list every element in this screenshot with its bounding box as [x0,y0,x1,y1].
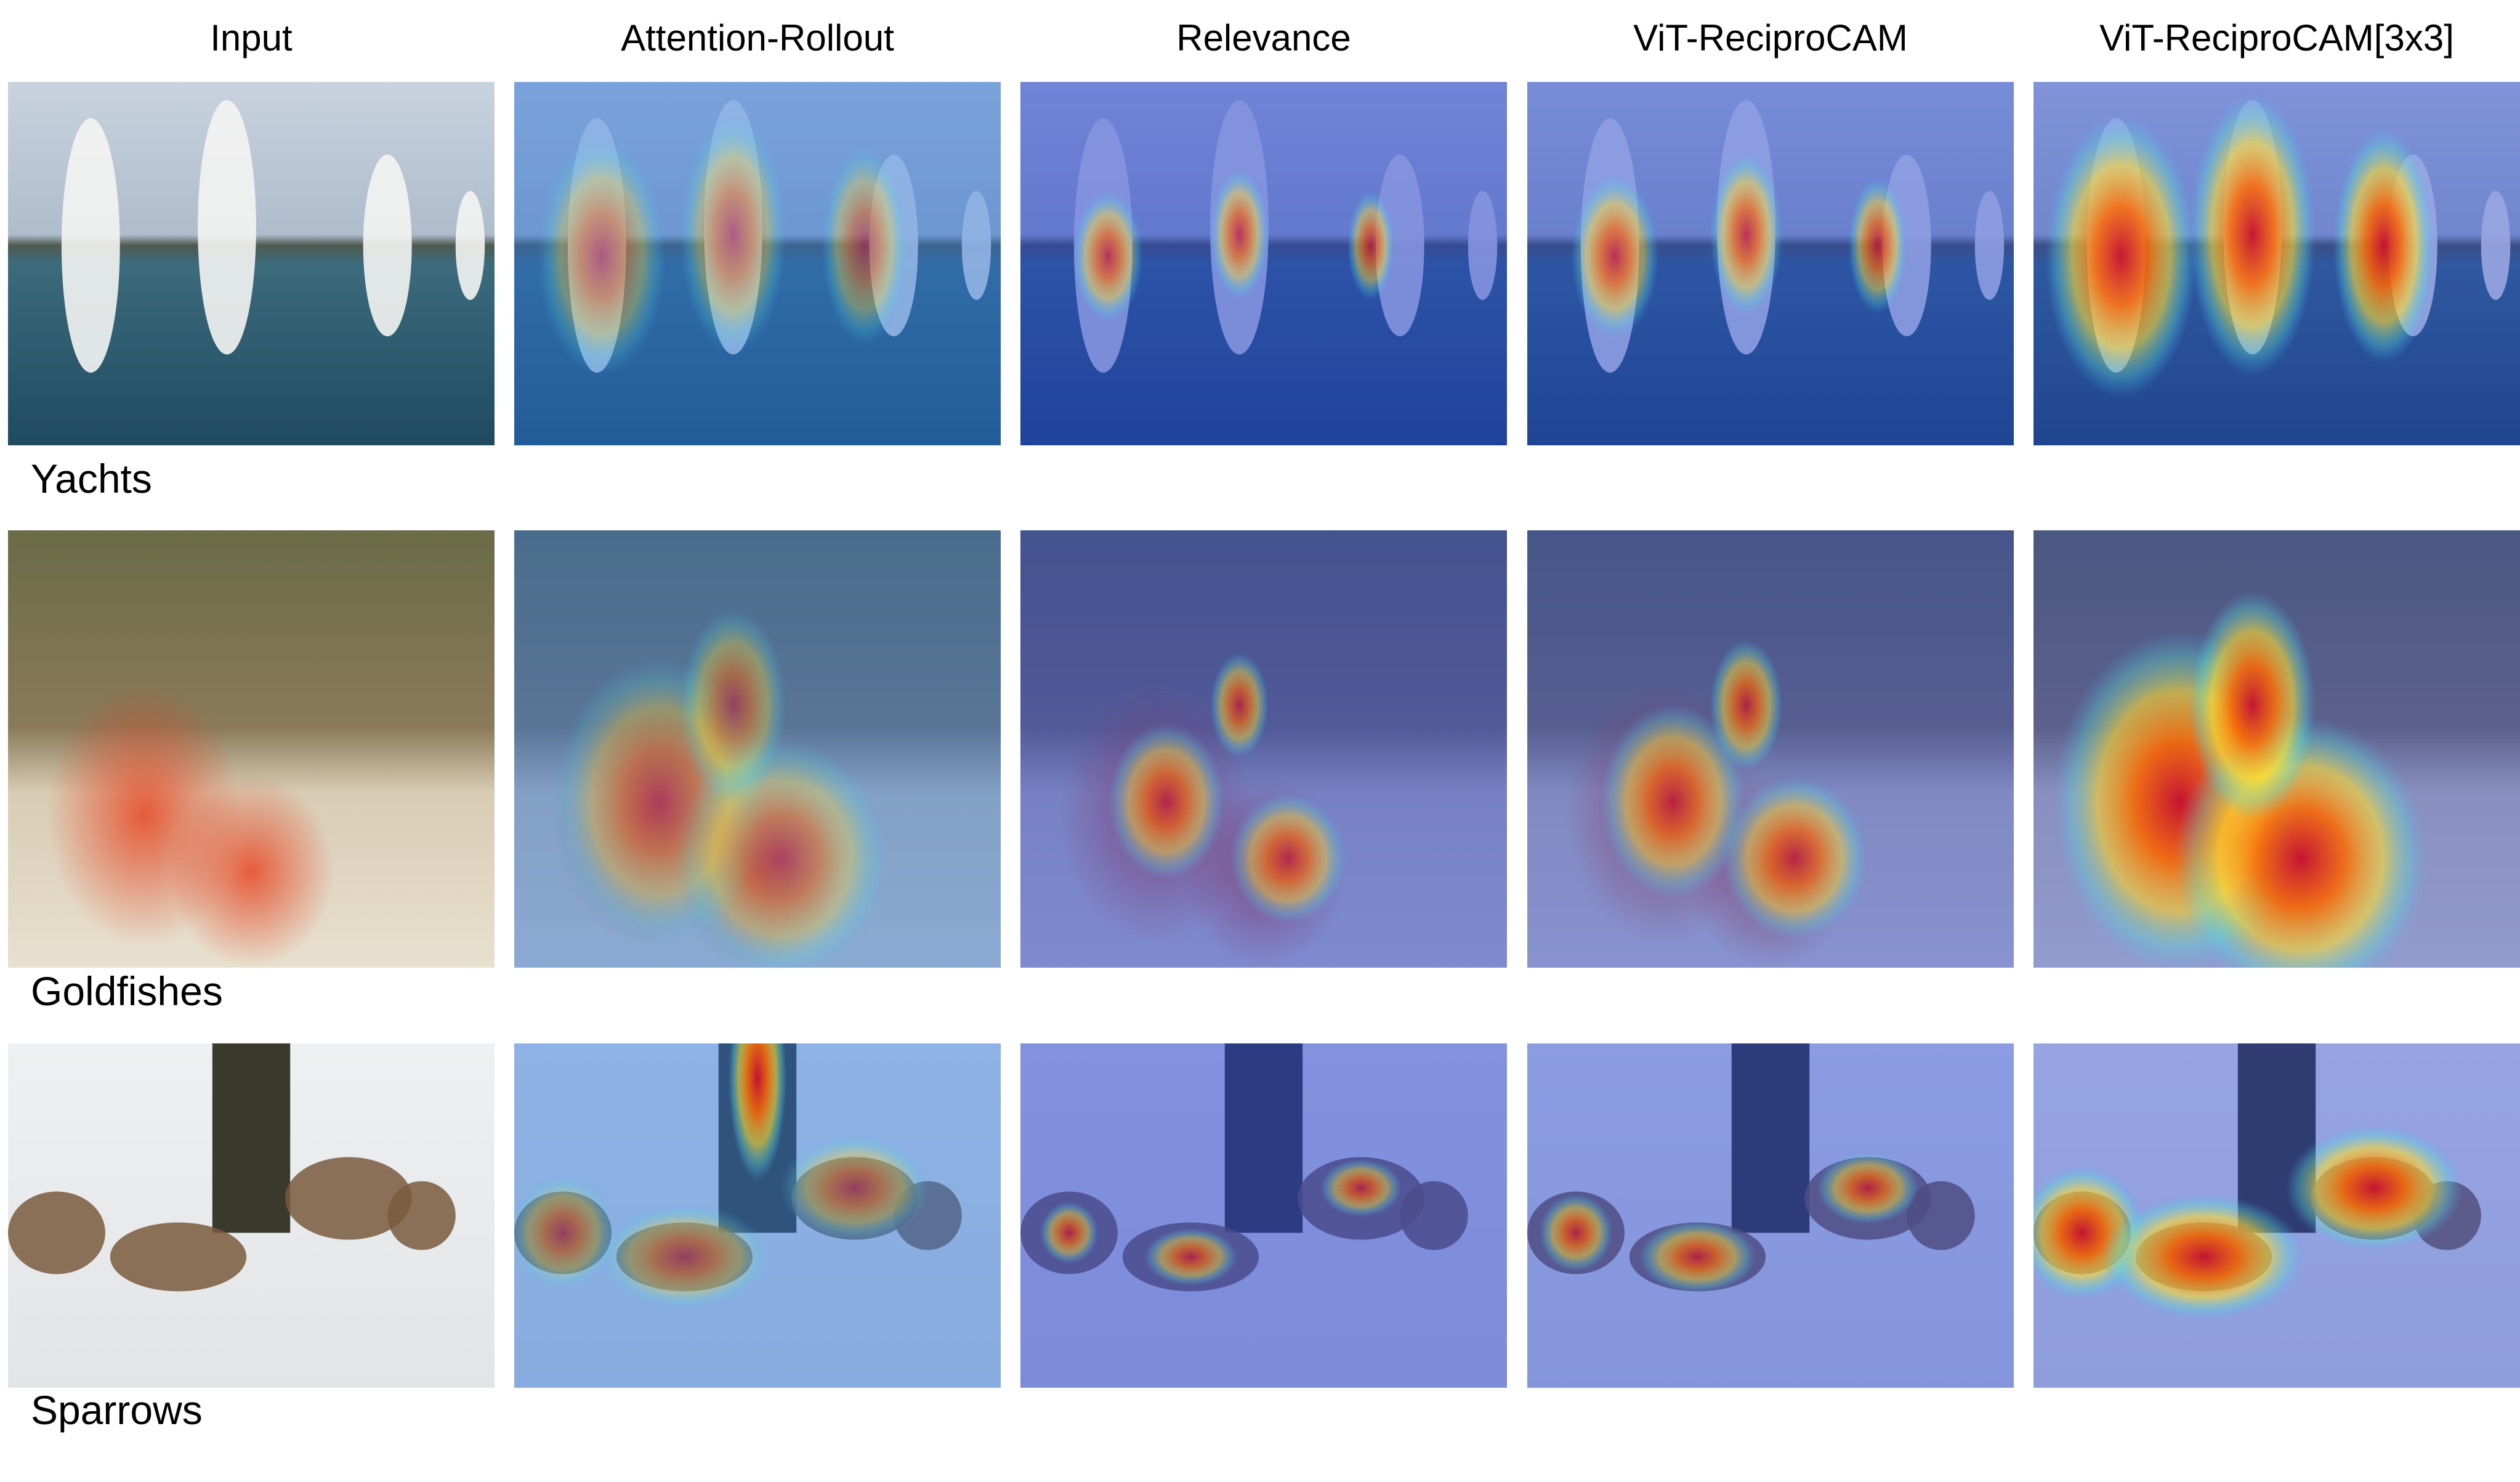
column-header: Attention-Rollout [621,17,894,59]
heat-blob [1073,191,1144,322]
object [455,191,485,300]
heat-blob [1639,1220,1756,1294]
image-panel [1020,1043,1507,1388]
image-panel [514,1043,1001,1388]
image-panel [1527,1043,2014,1388]
column-header: ViT-ReciproCAM[3x3] [2099,17,2454,59]
image-panel [8,82,495,445]
heat-blob [514,1176,616,1290]
column-header: Input [210,17,293,59]
heatmap-tint [1020,1043,1507,1388]
image-panel [8,1043,495,1388]
heatmap-tint [1020,1043,1507,1388]
object [8,1191,105,1274]
heat-blob [780,1135,930,1241]
heat-blob [1710,153,1783,317]
object [168,775,334,968]
heat-blob [822,145,908,346]
image-panel [8,530,495,968]
image-panel [514,530,1001,968]
object [1907,1181,1975,1250]
image-panel [2033,82,2520,445]
heat-blob [2285,1125,2463,1251]
heat-blob [1710,639,1783,771]
heat-blob [1722,776,1868,941]
post [1731,1043,1810,1233]
heat-blob [1144,1228,1238,1286]
heat-blob [1817,1152,1919,1225]
heat-blob [1229,793,1347,924]
heat-blob [1571,174,1659,338]
heat-blob [1108,723,1225,880]
heat-blob [2045,115,2197,399]
object [2481,191,2511,300]
heat-blob [1040,1202,1099,1264]
heat-blob [728,1043,787,1181]
object [198,100,256,355]
heat-blob [1210,169,1269,300]
heat-blob [537,136,666,376]
heat-blob [679,115,787,355]
object [61,118,120,373]
heat-blob [1210,652,1269,758]
heat-blob [2189,92,2316,376]
heat-blob [1539,1194,1613,1272]
image-panel [1527,82,2014,445]
heat-blob [1848,177,1907,314]
heat-blob [1600,703,1747,900]
object [363,155,412,336]
row-label: Yachts [31,456,152,501]
heat-blob [2102,1194,2305,1320]
column-header: Relevance [1176,17,1351,59]
post [212,1043,291,1233]
row-label: Sparrows [31,1387,203,1433]
image-panel [2033,530,2520,968]
heat-blob [2333,127,2434,364]
heat-blob [2189,591,2316,819]
heat-blob [679,609,787,802]
image-panel [1527,530,2014,968]
heat-blob [1320,1159,1402,1217]
image-panel [1020,530,1507,968]
object [387,1181,456,1250]
object [1974,191,2005,300]
object [961,191,991,300]
heat-blob [1347,191,1394,300]
column-header: ViT-ReciproCAM [1633,17,1908,59]
image-panel [514,82,1001,445]
image-panel [2033,1043,2520,1388]
row-label: Goldfishes [31,968,223,1014]
object [285,1157,412,1240]
heat-blob [599,1204,770,1310]
image-panel [1020,82,1507,445]
object [110,1222,247,1292]
